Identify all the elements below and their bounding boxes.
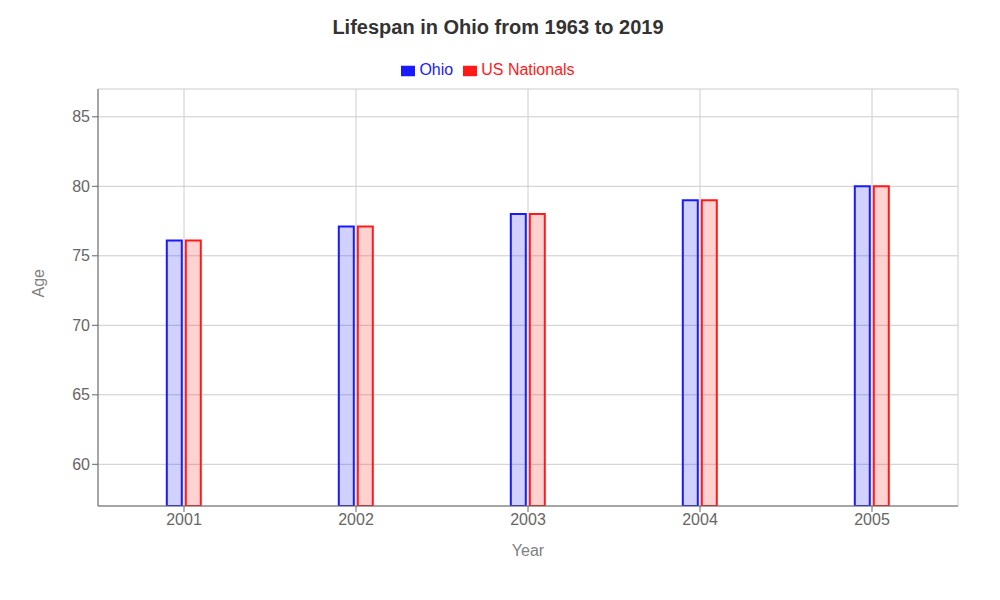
svg-text:80: 80: [72, 178, 90, 195]
html-text:Lifespan in Ohio from 1963 to: Lifespan in Ohio from 1963 to 2019: [332, 16, 664, 38]
svg-text:65: 65: [72, 386, 90, 403]
svg-text:Year: Year: [512, 542, 545, 559]
svg-text:60: 60: [72, 456, 90, 473]
svg-text:2005: 2005: [854, 511, 890, 528]
html-text:Ohio: Ohio: [419, 61, 454, 78]
svg-text:70: 70: [72, 317, 90, 334]
svg-text:2003: 2003: [510, 511, 546, 528]
svg-text:2001: 2001: [166, 511, 202, 528]
svg-text:85: 85: [72, 108, 90, 125]
html-text:US Nationals: US Nationals: [481, 61, 575, 78]
svg-text:75: 75: [72, 247, 90, 264]
svg-text:Age: Age: [30, 269, 47, 298]
svg-text:2004: 2004: [682, 511, 718, 528]
svg-text:2002: 2002: [338, 511, 374, 528]
